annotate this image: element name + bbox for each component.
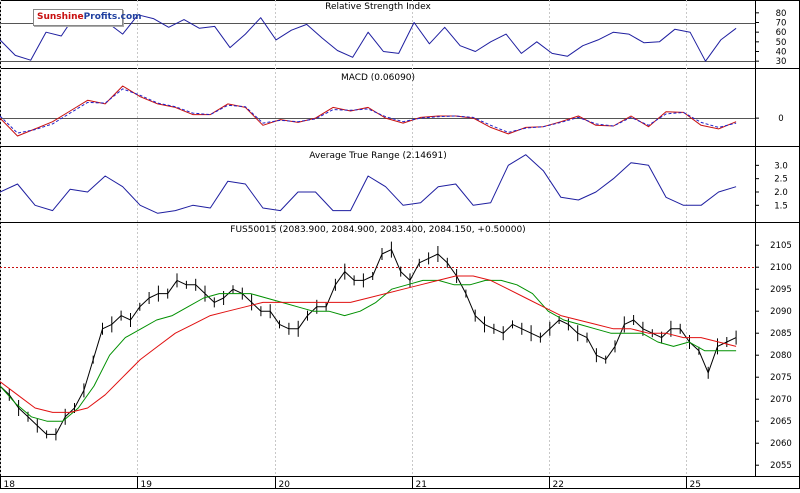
macd-line — [0, 85, 737, 137]
brand-logo[interactable]: SunshineProfits.com — [33, 9, 142, 26]
y-tick-label: 2080 — [770, 351, 792, 361]
x-tick-label: 21 — [416, 480, 427, 489]
y-tick-label: 2070 — [770, 395, 792, 405]
panel-title: Relative Strength Index — [325, 2, 431, 12]
brand-name-part1: Sunshine — [37, 12, 84, 22]
y-tick-label: 70 — [776, 19, 787, 29]
panel-title: Average True Range (2.14691) — [309, 151, 446, 161]
panel-title: FUS50015 (2083.900, 2084.900, 2083.400, … — [230, 225, 525, 235]
y-tick-label: 2100 — [770, 263, 792, 273]
y-tick-label: 2085 — [770, 329, 792, 339]
y-tick-label: 0 — [778, 114, 783, 124]
x-tick-label: 20 — [279, 480, 291, 489]
y-tick-label: 2060 — [770, 439, 792, 449]
y-tick-label: 2075 — [770, 373, 792, 383]
y-tick-label: 3.0 — [774, 161, 788, 171]
y-tick-label: 2105 — [770, 241, 792, 251]
y-tick-label: 80 — [776, 9, 787, 19]
x-tick-label: 18 — [4, 480, 16, 489]
y-tick-label: 2.0 — [774, 188, 788, 198]
y-tick-label: 2090 — [770, 307, 792, 317]
x-tick-label: 22 — [553, 480, 564, 489]
atr-line — [0, 154, 737, 214]
y-tick-label: 50 — [776, 38, 787, 48]
y-tick-label: 60 — [776, 28, 787, 38]
y-tick-label: 1.5 — [774, 201, 788, 211]
y-tick-label: 2065 — [770, 417, 792, 427]
x-tick-label: 19 — [141, 480, 153, 489]
y-tick-label: 40 — [776, 48, 787, 58]
panel-title: MACD (0.06090) — [341, 73, 415, 83]
x-tick-label: 25 — [690, 480, 701, 489]
y-tick-label: 2095 — [770, 285, 792, 295]
y-tick-label: 2055 — [770, 461, 792, 471]
ma-fast-line — [0, 279, 737, 422]
rsi-line — [0, 12, 737, 62]
y-tick-label: 2.5 — [774, 175, 788, 185]
y-tick-label: 30 — [776, 57, 787, 67]
price-line — [0, 249, 737, 435]
brand-name-part2: Profits.com — [83, 12, 142, 22]
ma-slow-line — [0, 275, 737, 413]
macd-signal-line — [0, 88, 737, 134]
